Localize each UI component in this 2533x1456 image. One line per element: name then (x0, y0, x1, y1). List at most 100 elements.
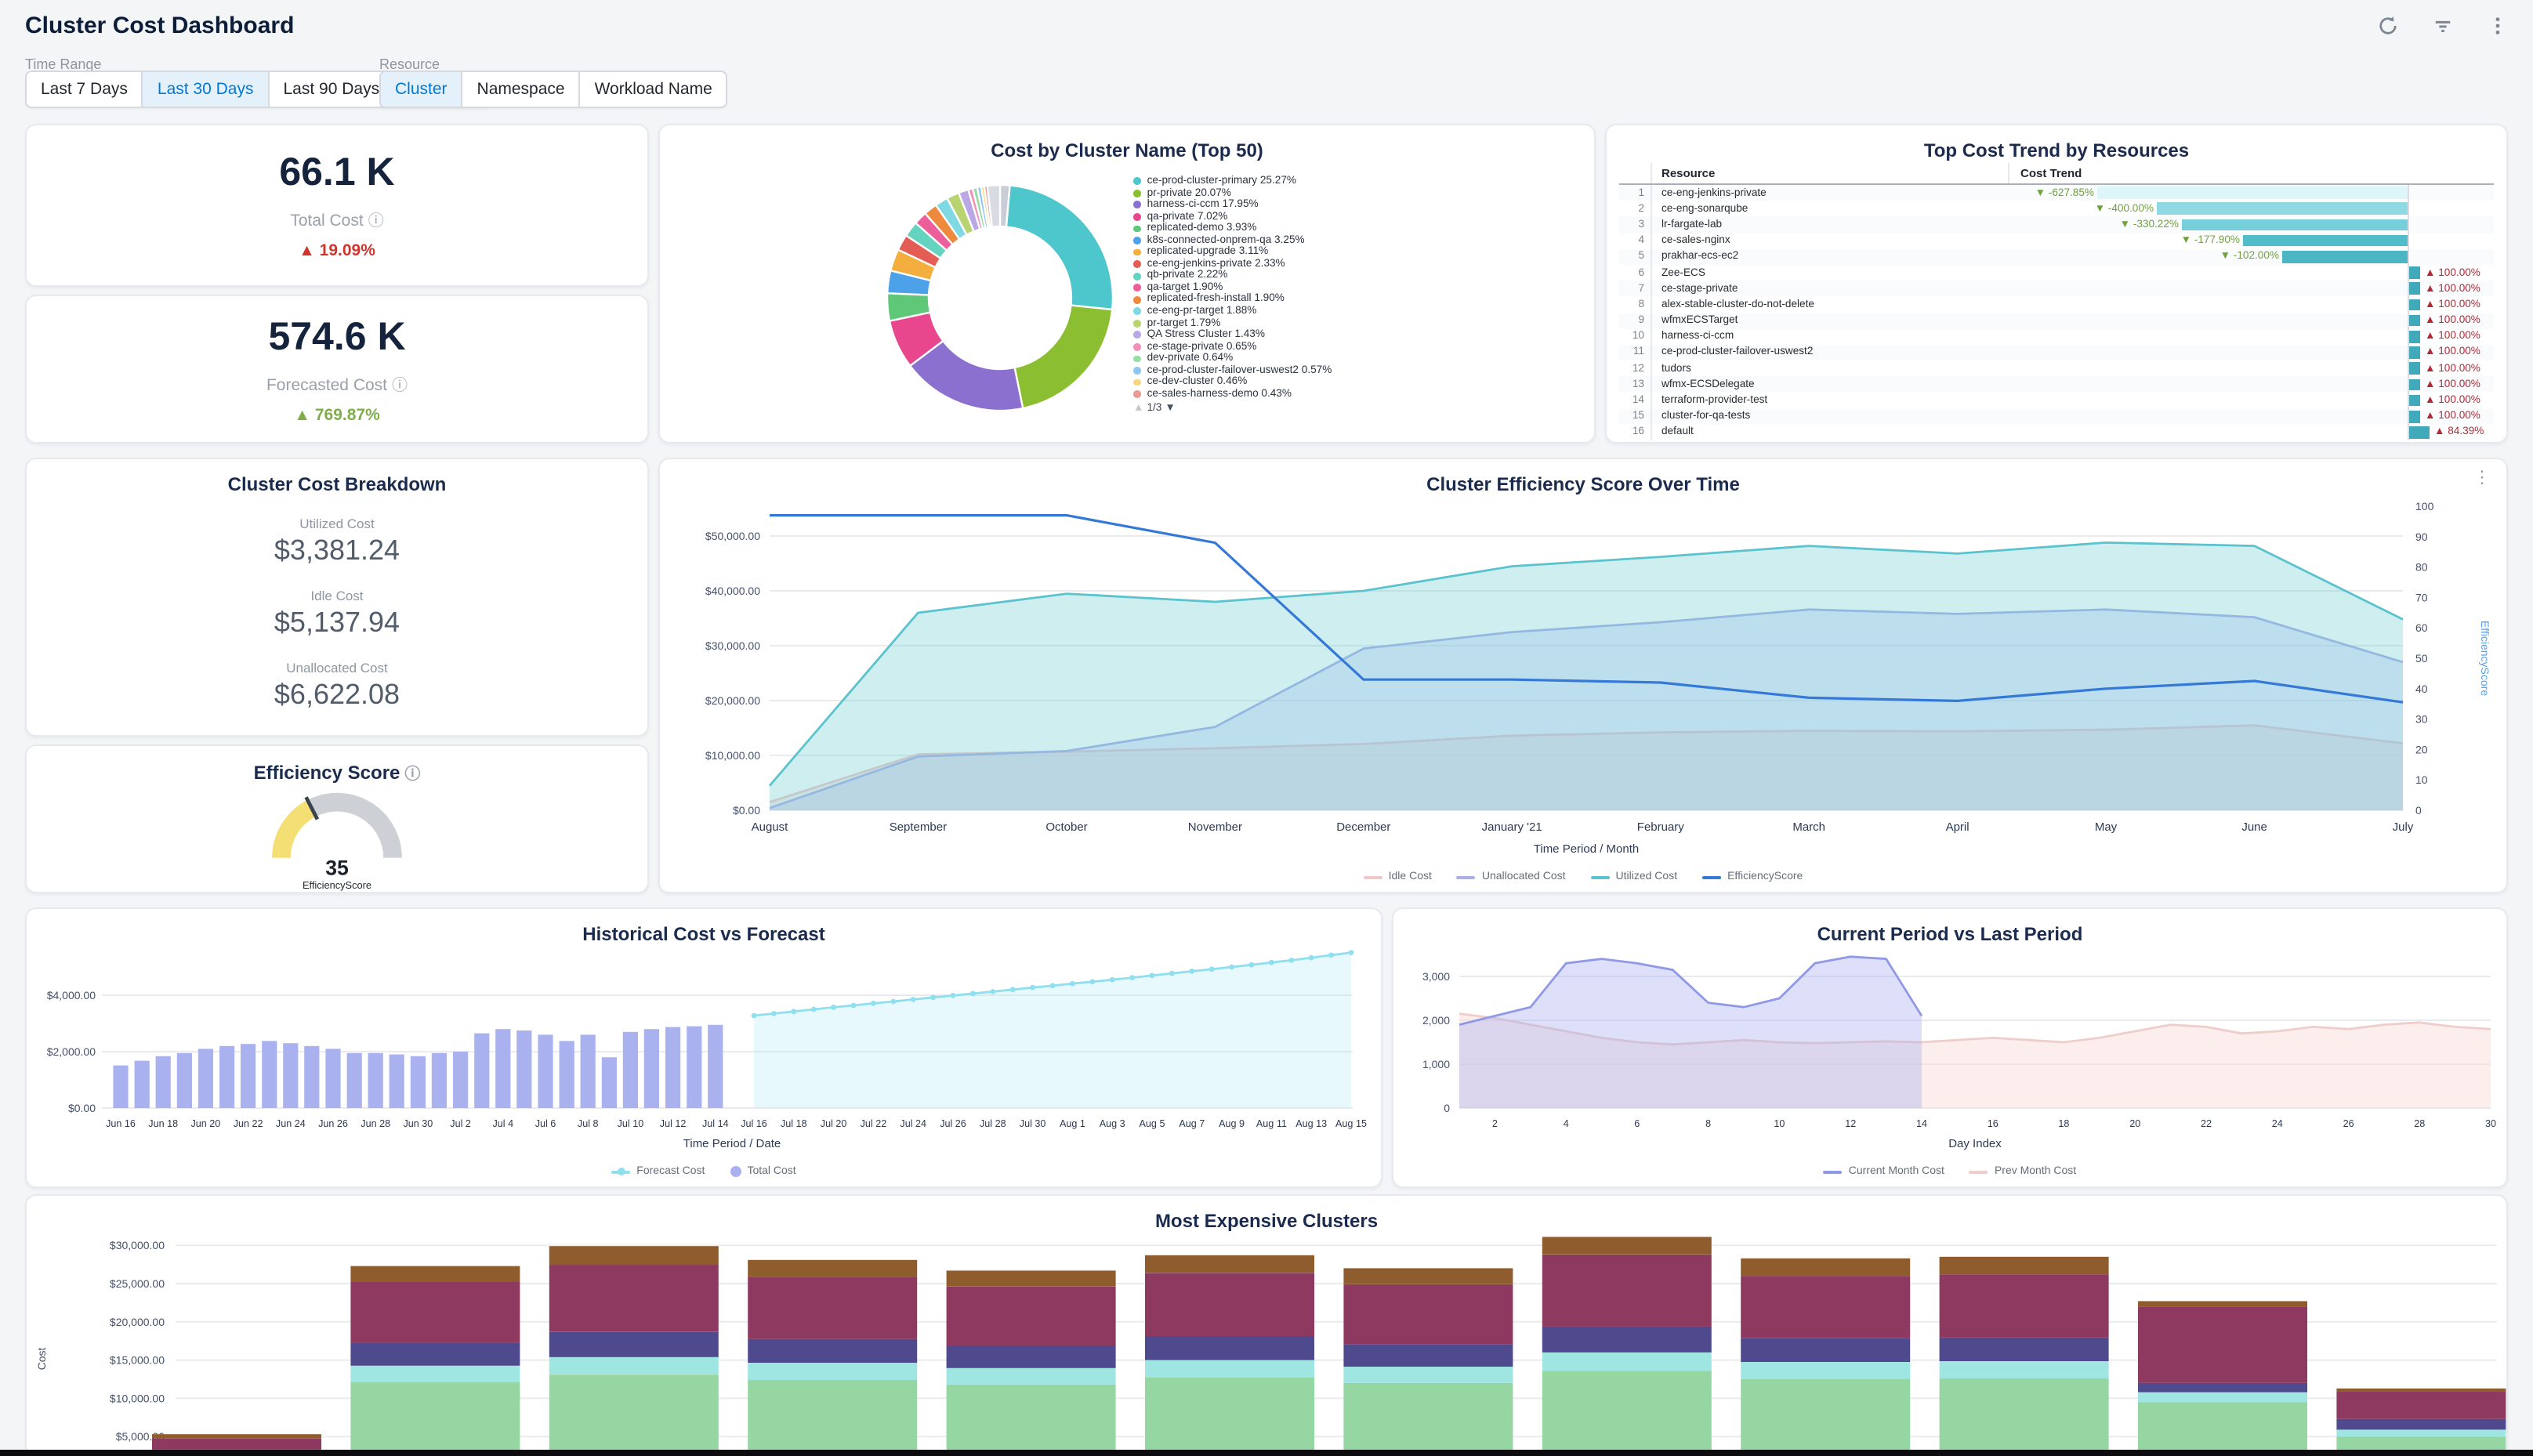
idle-cost: Idle Cost $5,137.94 (274, 588, 400, 638)
resource-workload-name[interactable]: Workload Name (578, 72, 727, 107)
donut-legend-item[interactable]: qa-private 7.02% (1133, 211, 1585, 223)
donut-legend-item[interactable]: ce-dev-cluster 0.46% (1133, 377, 1585, 389)
donut-legend-item[interactable]: ce-sales-harness-demo 0.43% (1133, 389, 1585, 400)
trend-table-row[interactable]: 3 lr-fargate-lab ▼ -330.22% (1619, 216, 2494, 234)
donut-legend: ce-prod-cluster-primary 25.27% pr-private… (1133, 176, 1585, 415)
trend-table-row[interactable]: 12 tudors ▲ 100.00% (1619, 360, 2494, 377)
svg-text:Aug 9: Aug 9 (1219, 1118, 1245, 1129)
svg-text:$40,000.00: $40,000.00 (705, 585, 760, 597)
donut-legend-item[interactable]: harness-ci-ccm 17.95% (1133, 199, 1585, 211)
donut-legend-item[interactable]: replicated-upgrade 3.11% (1133, 247, 1585, 259)
trend-table-row[interactable]: 15 cluster-for-qa-tests ▲ 100.00% (1619, 408, 2494, 425)
svg-text:Aug 13: Aug 13 (1295, 1118, 1327, 1129)
time-range-last-90-days[interactable]: Last 90 Days (267, 72, 394, 107)
screen-bottom-edge (0, 1450, 2533, 1456)
resource-cluster[interactable]: Cluster (381, 72, 462, 107)
legend-item[interactable]: Total Cost (730, 1166, 796, 1177)
svg-text:EfficiencyScore: EfficiencyScore (2479, 621, 2491, 696)
forecasted-cost-label: Forecasted Cost ⓘ (266, 375, 408, 394)
svg-text:Jul 10: Jul 10 (618, 1118, 644, 1129)
most-expensive-chart[interactable]: $5,000.00$10,000.00$15,000.00$20,000.00$… (27, 1218, 2508, 1456)
info-icon[interactable]: ⓘ (392, 377, 408, 394)
refresh-icon[interactable] (2378, 16, 2398, 36)
legend-item[interactable]: Unallocated Cost (1456, 871, 1566, 882)
trend-table-row[interactable]: 4 ce-sales-nginx ▼ -177.90% (1619, 233, 2494, 249)
total-cost-card: 66.1 K Total Cost ⓘ ▲ 19.09% (25, 124, 649, 287)
svg-text:Aug 15: Aug 15 (1335, 1118, 1367, 1129)
donut-legend-item[interactable]: replicated-demo 3.93% (1133, 223, 1585, 234)
trend-table-row[interactable]: 11 ce-prod-cluster-failover-uswest2 ▲ 100.… (1619, 344, 2494, 361)
cost-by-cluster-donut-chart[interactable] (754, 166, 1256, 436)
donut-legend-item[interactable]: pr-private 20.07% (1133, 187, 1585, 199)
donut-legend-item[interactable]: dev-private 0.64% (1133, 353, 1585, 364)
time-range-last-7-days[interactable]: Last 7 Days (41, 80, 128, 99)
svg-text:Jul 14: Jul 14 (702, 1118, 729, 1129)
legend-item[interactable]: Current Month Cost (1823, 1166, 1944, 1177)
svg-text:EfficiencyScore: EfficiencyScore (303, 879, 371, 891)
svg-text:28: 28 (2414, 1118, 2425, 1129)
page-title: Cluster Cost Dashboard (25, 13, 295, 39)
svg-text:90: 90 (2415, 531, 2428, 543)
donut-legend-pagination[interactable]: ▲ 1/3 ▼ (1133, 403, 1176, 415)
trend-table-row[interactable]: 1 ce-eng-jenkins-private ▼ -627.85% (1619, 185, 2494, 201)
svg-text:Jun 22: Jun 22 (234, 1118, 263, 1129)
donut-legend-item[interactable]: ce-prod-cluster-primary 25.27% (1133, 176, 1585, 187)
trend-table-row[interactable]: 6 Zee-ECS ▲ 100.00% (1619, 264, 2494, 281)
resource-namespace[interactable]: Namespace (461, 72, 579, 107)
svg-text:February: February (1637, 820, 1685, 834)
svg-text:100: 100 (2415, 500, 2434, 512)
legend-item[interactable]: Utilized Cost (1590, 871, 1677, 882)
donut-legend-item[interactable]: replicated-fresh-install 1.90% (1133, 294, 1585, 306)
donut-legend-item[interactable]: qa-target 1.90% (1133, 282, 1585, 294)
trend-table-row[interactable]: 13 wfmx-ECSDelegate ▲ 100.00% (1619, 376, 2494, 393)
trend-table-row[interactable]: 14 terraform-provider-test ▲ 100.00% (1619, 392, 2494, 409)
svg-text:June: June (2241, 820, 2267, 834)
trend-table-row[interactable]: 7 ce-stage-private ▲ 100.00% (1619, 281, 2494, 297)
svg-text:Jul 6: Jul 6 (535, 1118, 556, 1129)
trend-table-row[interactable]: 2 ce-eng-sonarqube ▼ -400.00% (1619, 201, 2494, 217)
donut-legend-item[interactable]: QA Stress Cluster 1.43% (1133, 329, 1585, 341)
svg-text:January '21: January '21 (1482, 820, 1542, 834)
trend-table-row[interactable]: 5 prakhar-ecs-ec2 ▼ -102.00% (1619, 248, 2494, 265)
legend-item[interactable]: EfficiencyScore (1702, 871, 1803, 882)
donut-legend-item[interactable]: ce-eng-jenkins-private 2.33% (1133, 259, 1585, 270)
svg-text:Time Period / Month: Time Period / Month (1534, 842, 1640, 856)
svg-text:Jul 26: Jul 26 (940, 1118, 966, 1129)
donut-legend-item[interactable]: ce-eng-pr-target 1.88% (1133, 306, 1585, 317)
cluster-cost-breakdown-card: Cluster Cost Breakdown Utilized Cost $3,… (25, 458, 649, 737)
donut-legend-item[interactable]: ce-prod-cluster-failover-uswest2 0.57% (1133, 365, 1585, 377)
trend-table-row[interactable]: 9 wfmxECSTarget ▲ 100.00% (1619, 313, 2494, 329)
kebab-menu-icon[interactable] (2488, 16, 2508, 36)
trend-table-row[interactable]: 8 alex-stable-cluster-do-not-delete ▲ 100.… (1619, 296, 2494, 313)
info-icon[interactable]: ⓘ (404, 766, 421, 784)
donut-legend-item[interactable]: pr-target 1.79% (1133, 317, 1585, 329)
historical-chart[interactable]: $0.00 $2,000.00 $4,000.00 Jun 16 Jun 18 Jun 2… (27, 944, 1384, 1157)
svg-text:Time Period / Date: Time Period / Date (683, 1137, 781, 1150)
donut-legend-item[interactable]: ce-stage-private 0.65% (1133, 341, 1585, 353)
svg-text:30: 30 (2415, 713, 2428, 726)
svg-text:Aug 5: Aug 5 (1140, 1118, 1165, 1129)
trend-table-row[interactable]: 10 harness-ci-ccm ▲ 100.00% (1619, 328, 2494, 345)
cost-trend-table: Resource Cost Trend 1 ce-eng-jenkins-priv… (1619, 163, 2494, 440)
info-icon[interactable]: ⓘ (368, 213, 384, 230)
svg-text:$10,000.00: $10,000.00 (705, 749, 760, 762)
svg-text:4: 4 (1564, 1118, 1569, 1129)
legend-item[interactable]: Idle Cost (1363, 871, 1432, 882)
svg-text:$25,000.00: $25,000.00 (110, 1277, 165, 1290)
efficiency-over-time-card: Cluster Efficiency Score Over Time ⋮ $0.… (658, 458, 2508, 893)
svg-text:November: November (1188, 820, 1242, 834)
column-cost-trend[interactable]: Cost Trend (2008, 163, 2494, 183)
donut-legend-item[interactable]: qb-private 2.22% (1133, 270, 1585, 282)
trend-table-row[interactable]: 16 default ▲ 84.39% (1619, 424, 2494, 440)
donut-legend-item[interactable]: k8s-connected-onprem-qa 3.25% (1133, 234, 1585, 246)
filter-icon[interactable] (2433, 16, 2453, 36)
efficiency-over-time-chart[interactable]: $0.00 $10,000.00 $20,000.00 $30,000.00 $40,0… (660, 497, 2509, 864)
legend-item[interactable]: Forecast Cost (611, 1166, 705, 1177)
column-resource[interactable]: Resource (1661, 166, 1716, 180)
legend-item[interactable]: Prev Month Cost (1969, 1166, 2076, 1177)
panel-kebab-icon[interactable]: ⋮ (2473, 469, 2491, 487)
time-range-last-30-days[interactable]: Last 30 Days (141, 72, 268, 107)
